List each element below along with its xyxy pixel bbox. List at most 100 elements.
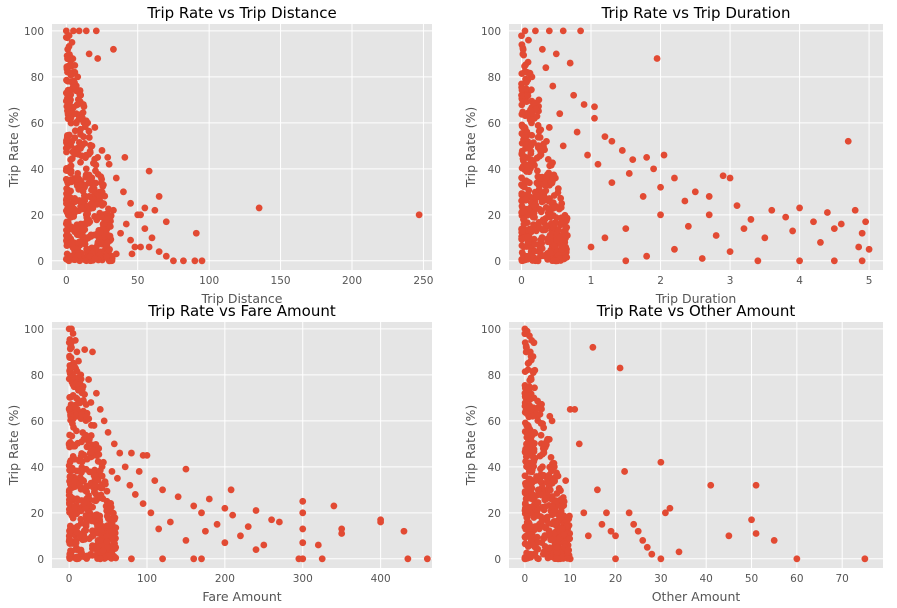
scatter-point: [520, 208, 528, 216]
scatter-point: [548, 502, 556, 510]
scatter-point: [87, 399, 95, 406]
y-tick-label: 0: [37, 554, 44, 566]
scatter-point: [85, 435, 93, 443]
scatter-point: [68, 38, 76, 46]
scatter-point: [594, 486, 601, 494]
scatter-point: [121, 463, 129, 471]
y-tick-label: 60: [488, 118, 501, 130]
scatter-point: [95, 451, 103, 458]
scatter-point: [681, 197, 689, 205]
scatter-point: [544, 155, 552, 163]
scatter-point: [526, 403, 534, 411]
scatter-point: [524, 359, 532, 367]
scatter-point: [99, 495, 107, 502]
scatter-point: [531, 366, 539, 374]
x-tick-label: 0: [66, 573, 73, 585]
y-axis-label: Trip Rate (%): [463, 405, 478, 487]
scatter-point: [76, 181, 84, 189]
scatter-point: [82, 165, 90, 173]
scatter-point: [747, 216, 755, 223]
scatter-point: [97, 213, 105, 221]
x-axis-label: Other Amount: [652, 589, 741, 604]
scatter-point: [77, 91, 84, 99]
scatter-point: [705, 211, 713, 219]
x-tick-label: 3: [727, 275, 734, 287]
scatter-point: [77, 125, 84, 133]
scatter-point: [524, 366, 532, 374]
scatter-point: [552, 50, 560, 58]
scatter-point: [752, 530, 760, 537]
scatter-point: [67, 416, 75, 424]
scatter-point: [377, 518, 385, 526]
scatter-point: [761, 234, 769, 242]
scatter-point: [612, 555, 619, 563]
scatter-point: [531, 384, 538, 392]
scatter-point: [112, 524, 120, 532]
scatter-point: [78, 464, 86, 471]
scatter-point: [112, 250, 120, 258]
scatter-point: [525, 385, 533, 393]
scatter-point: [131, 491, 139, 498]
scatter-point: [543, 137, 550, 145]
y-tick-label: 100: [481, 324, 501, 336]
scatter-point: [137, 211, 144, 219]
scatter-point: [65, 68, 73, 76]
scatter-point: [519, 46, 527, 53]
scatter-point: [639, 193, 647, 200]
scatter-point: [84, 119, 92, 127]
scatter-point: [67, 156, 75, 164]
scatter-point: [63, 63, 71, 71]
scatter-point: [71, 256, 79, 264]
scatter-point: [255, 204, 263, 212]
scatter-point: [92, 389, 100, 397]
scatter-point: [84, 210, 92, 218]
scatter-point: [518, 202, 526, 210]
scatter-point: [559, 142, 567, 150]
scatter-point: [91, 124, 99, 131]
scatter-point: [650, 165, 657, 173]
scatter-point: [100, 417, 108, 425]
scatter-point: [621, 468, 628, 475]
scatter-point: [524, 422, 531, 429]
scatter-point: [556, 233, 564, 241]
scatter-point: [733, 202, 741, 210]
scatter-point: [530, 394, 538, 402]
scatter-point: [192, 229, 200, 237]
scatter-point: [162, 252, 170, 260]
scatter-point: [530, 339, 538, 347]
scatter-points: [62, 27, 423, 265]
scatter-point: [521, 555, 529, 563]
scatter-point: [90, 422, 98, 429]
scatter-point: [524, 392, 532, 399]
scatter-point: [830, 225, 838, 233]
scatter-point: [547, 453, 555, 461]
y-axis-label: Trip Rate (%): [6, 405, 21, 487]
scatter-point: [858, 257, 866, 265]
scatter-point: [67, 343, 75, 351]
scatter-point: [521, 68, 529, 76]
scatter-point: [78, 114, 86, 122]
scatter-point: [148, 234, 156, 242]
scatter-point: [549, 221, 556, 229]
scatter-point: [519, 155, 527, 163]
scatter-point: [77, 158, 84, 166]
chart-panel-3: 0 100 200 300 400 0 20 40 60 80 100 Trip Rate vs Fa…: [6, 302, 432, 604]
scatter-point: [143, 451, 151, 459]
scatter-point: [855, 243, 863, 251]
scatter-point: [104, 153, 112, 161]
scatter-point: [629, 156, 637, 164]
scatter-point: [660, 151, 668, 159]
scatter-point: [558, 245, 566, 253]
scatter-point: [180, 257, 187, 265]
scatter-point: [77, 371, 85, 379]
scatter-point: [837, 220, 845, 228]
scatter-point: [299, 525, 307, 533]
scatter-point: [86, 515, 94, 523]
scatter-point: [85, 193, 93, 200]
scatter-point: [299, 497, 307, 505]
scatter-point: [65, 232, 73, 240]
scatter-point: [550, 192, 558, 199]
scatter-point: [598, 520, 606, 528]
scatter-point: [80, 451, 88, 459]
scatter-point: [108, 528, 116, 536]
